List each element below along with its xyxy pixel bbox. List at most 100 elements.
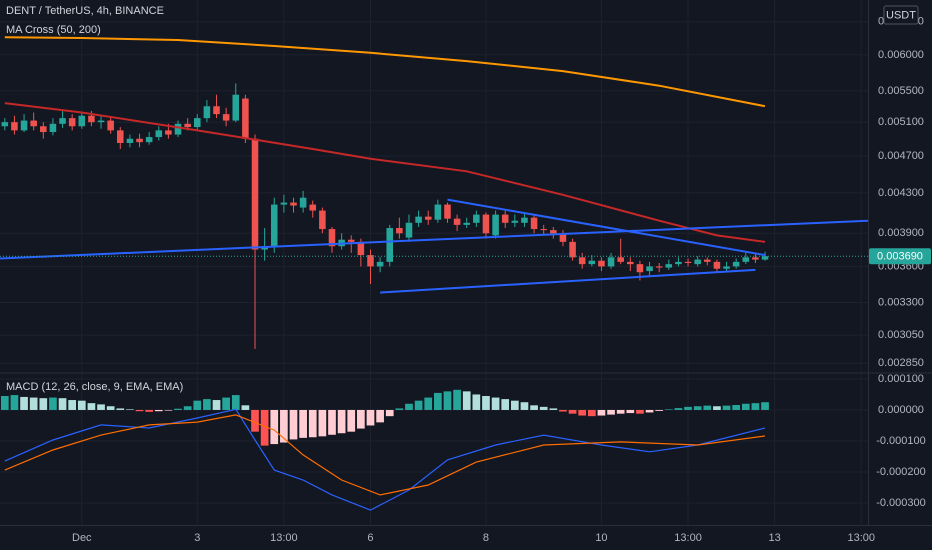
- candle-body: [473, 214, 480, 223]
- candle-body: [232, 94, 240, 121]
- histogram-bar: [87, 403, 96, 410]
- candle-body: [49, 123, 57, 133]
- histogram-bar: [616, 409, 625, 414]
- histogram-bar: [164, 409, 173, 411]
- histogram-bar: [520, 402, 529, 410]
- histogram-bar: [655, 409, 664, 411]
- histogram-bar: [549, 408, 558, 410]
- y-tick-label: 0.006000: [878, 49, 924, 61]
- y-tick-label: -0.000100: [876, 435, 926, 447]
- histogram-bar: [597, 409, 606, 416]
- histogram-bar: [703, 405, 712, 410]
- candle-body: [655, 266, 663, 268]
- histogram-bar: [135, 409, 144, 412]
- histogram-bar: [241, 405, 250, 410]
- candle-body: [482, 214, 490, 234]
- histogram-bar: [145, 409, 154, 412]
- line: [380, 268, 756, 294]
- y-tick-label: 0.005500: [878, 85, 924, 97]
- histogram-bar: [424, 397, 433, 410]
- candle-body: [530, 217, 538, 230]
- histogram-bar: [443, 391, 452, 410]
- candle-body: [270, 204, 278, 247]
- chart-title: DENT / TetherUS, 4h, BINANCE: [6, 5, 164, 17]
- candle-body: [299, 197, 307, 208]
- histogram-bar: [174, 408, 182, 410]
- histogram-bar: [636, 409, 644, 414]
- histogram-bar: [684, 406, 692, 410]
- candle-body: [636, 264, 644, 273]
- histogram-bar: [741, 403, 750, 410]
- candle-body: [463, 222, 470, 225]
- x-tick-label: 6: [367, 532, 373, 544]
- y-tick-label: 0.005100: [878, 116, 924, 128]
- histogram-bar: [193, 400, 202, 410]
- candle-body: [280, 202, 288, 205]
- candle-body: [617, 257, 624, 262]
- histogram-bar: [751, 403, 760, 410]
- candle-body: [309, 204, 317, 211]
- histogram-bar: [462, 391, 471, 410]
- histogram-bar: [126, 409, 134, 410]
- candle-body: [251, 138, 259, 250]
- candle-body: [1, 122, 9, 127]
- y-tick-label: 0.002850: [878, 357, 924, 369]
- candle-body: [20, 120, 28, 131]
- histogram-bar: [318, 409, 327, 437]
- histogram-bar: [0, 396, 9, 410]
- histogram-bar: [385, 409, 394, 417]
- candle-body: [40, 126, 47, 133]
- histogram-bar: [482, 396, 490, 410]
- candle-body: [752, 257, 759, 260]
- y-tick-label: 0.004300: [878, 187, 924, 199]
- histogram-bar: [328, 409, 336, 435]
- line: [447, 198, 766, 257]
- candle-body: [59, 118, 66, 124]
- histogram-bar: [20, 396, 28, 410]
- histogram-bar: [645, 409, 654, 413]
- x-tick-label: 13:00: [847, 532, 875, 544]
- candle-body: [396, 228, 403, 234]
- y-tick-label: 0.004700: [878, 150, 924, 162]
- candle-body: [424, 216, 432, 220]
- line: [4, 414, 766, 496]
- x-tick-label: 13: [769, 532, 781, 544]
- last-price-box: [869, 248, 931, 265]
- histogram-bar: [732, 405, 741, 410]
- candle-body: [492, 214, 499, 236]
- histogram-bar: [434, 392, 442, 410]
- candle-body: [347, 239, 355, 242]
- histogram-bar: [501, 399, 510, 410]
- histogram-bar: [559, 409, 567, 412]
- candle-body: [184, 123, 191, 128]
- histogram-bar: [270, 409, 279, 445]
- histogram-bar: [674, 408, 683, 410]
- candle-body: [117, 130, 124, 143]
- y-tick-label: 0.003050: [878, 329, 924, 341]
- histogram-bar: [116, 408, 125, 410]
- histogram-bar: [395, 408, 404, 410]
- x-tick-label: 3: [194, 532, 200, 544]
- line: [4, 102, 766, 243]
- candle-body: [723, 266, 730, 269]
- x-tick-label: 10: [595, 532, 607, 544]
- histogram-bar: [10, 395, 19, 410]
- candle-body: [290, 202, 297, 206]
- histogram-bar: [578, 409, 587, 416]
- currency-box[interactable]: [883, 5, 919, 25]
- indicator-label: MA Cross (50, 200): [6, 24, 101, 36]
- candle-body: [357, 241, 365, 256]
- candle-body: [713, 261, 721, 269]
- y-tick-label: 0.003300: [878, 296, 924, 308]
- candle-body: [540, 229, 547, 231]
- histogram-bar: [49, 397, 57, 410]
- candle-body: [107, 120, 114, 131]
- histogram-bar: [472, 394, 481, 410]
- candle-body: [415, 216, 422, 223]
- candle-body: [367, 255, 374, 267]
- histogram-bar: [337, 409, 346, 434]
- histogram-bar: [491, 397, 500, 410]
- candle-body: [569, 241, 576, 258]
- candle-body: [222, 114, 230, 121]
